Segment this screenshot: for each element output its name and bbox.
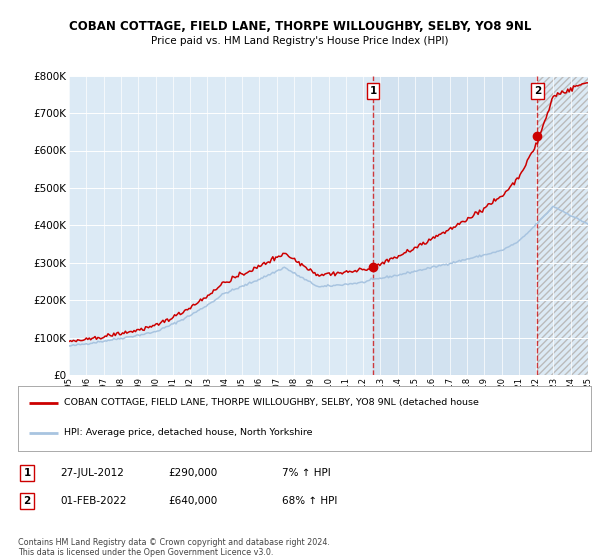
Text: 01-FEB-2022: 01-FEB-2022 [60, 496, 127, 506]
Text: COBAN COTTAGE, FIELD LANE, THORPE WILLOUGHBY, SELBY, YO8 9NL (detached house: COBAN COTTAGE, FIELD LANE, THORPE WILLOU… [64, 398, 479, 407]
Text: 68% ↑ HPI: 68% ↑ HPI [282, 496, 337, 506]
Text: 27-JUL-2012: 27-JUL-2012 [60, 468, 124, 478]
Text: 1: 1 [23, 468, 31, 478]
Bar [373, 76, 538, 375]
Text: 2: 2 [534, 86, 541, 96]
Text: 2: 2 [23, 496, 31, 506]
Text: COBAN COTTAGE, FIELD LANE, THORPE WILLOUGHBY, SELBY, YO8 9NL: COBAN COTTAGE, FIELD LANE, THORPE WILLOU… [69, 20, 531, 32]
Text: HPI: Average price, detached house, North Yorkshire: HPI: Average price, detached house, Nort… [64, 428, 313, 437]
Text: Price paid vs. HM Land Registry's House Price Index (HPI): Price paid vs. HM Land Registry's House … [151, 36, 449, 46]
Text: Contains HM Land Registry data © Crown copyright and database right 2024.
This d: Contains HM Land Registry data © Crown c… [18, 538, 330, 557]
Text: 1: 1 [370, 86, 377, 96]
Text: 7% ↑ HPI: 7% ↑ HPI [282, 468, 331, 478]
Text: £290,000: £290,000 [168, 468, 217, 478]
Text: £640,000: £640,000 [168, 496, 217, 506]
